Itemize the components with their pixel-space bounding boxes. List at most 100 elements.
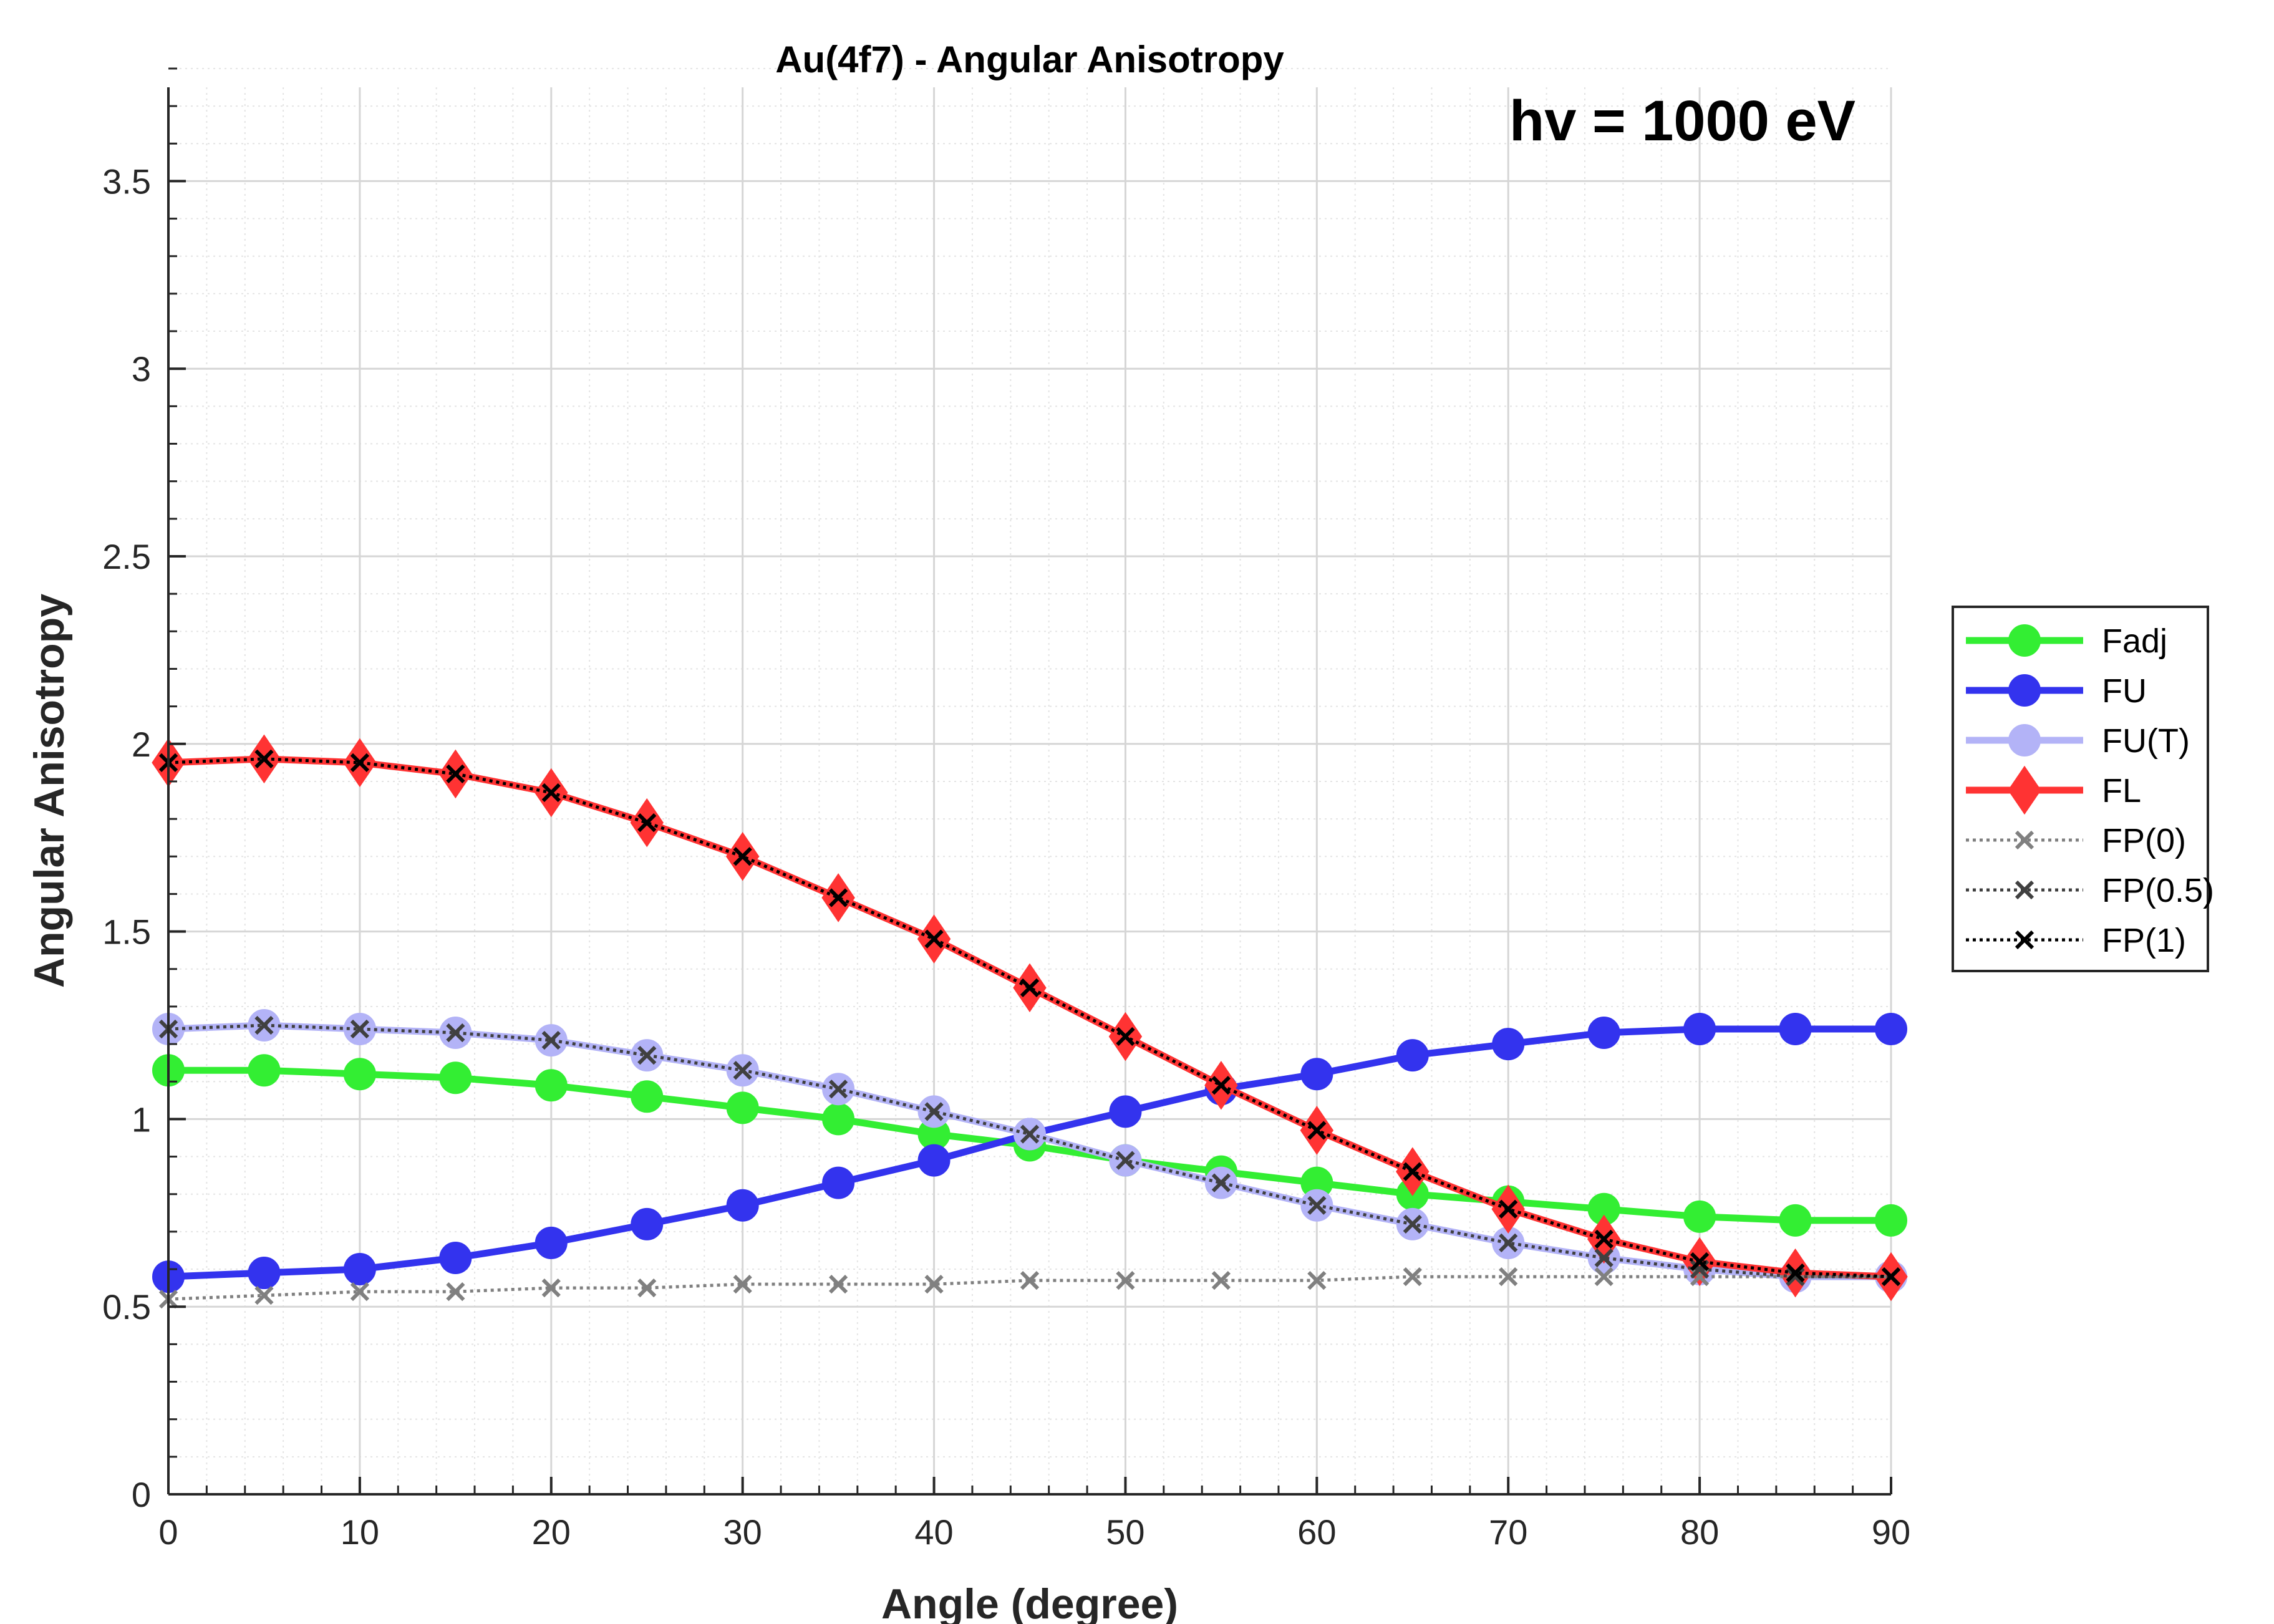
data-point xyxy=(1499,1267,1518,1287)
y-tick-label: 0 xyxy=(132,1475,151,1514)
data-point xyxy=(1875,1013,1907,1046)
data-point xyxy=(1403,1214,1422,1234)
data-point xyxy=(343,1058,376,1091)
data-point xyxy=(1492,1028,1525,1061)
y-tick-label: 2 xyxy=(132,725,151,764)
data-point xyxy=(733,847,752,866)
data-point xyxy=(535,1069,568,1102)
legend-marker xyxy=(2008,724,2041,756)
legend-entry: FU(T) xyxy=(1966,722,2190,760)
y-tick-label: 2.5 xyxy=(102,537,151,576)
x-tick-label: 50 xyxy=(1106,1512,1144,1552)
x-tick-label: 60 xyxy=(1297,1512,1336,1552)
data-point xyxy=(1499,1199,1518,1219)
data-point xyxy=(1211,1076,1231,1095)
data-point xyxy=(1020,1270,1040,1290)
data-point xyxy=(1020,978,1040,997)
data-point xyxy=(1594,1248,1614,1268)
data-point xyxy=(1881,1267,1901,1287)
legend-marker xyxy=(2015,930,2035,950)
data-point xyxy=(446,764,465,784)
data-point xyxy=(446,1282,465,1302)
data-point xyxy=(343,1253,376,1286)
data-point xyxy=(1396,1039,1429,1072)
legend-label: FP(1) xyxy=(2102,922,2186,959)
data-point xyxy=(439,1241,472,1274)
legend-entry: FP(0.5) xyxy=(1966,872,2214,909)
data-point xyxy=(254,1015,274,1035)
data-point xyxy=(828,1274,848,1294)
legend-entry: FU xyxy=(1966,672,2147,710)
series-layer xyxy=(152,734,1908,1309)
data-point xyxy=(637,1046,657,1065)
y-axis-title: Angular Anisotropy xyxy=(26,594,73,988)
data-point xyxy=(726,1189,759,1222)
data-point xyxy=(1307,1196,1327,1215)
y-tick-label: 1.5 xyxy=(102,912,151,952)
data-point xyxy=(1116,1027,1135,1046)
legend-entry: Fadj xyxy=(1966,622,2167,660)
data-point xyxy=(637,1278,657,1298)
data-point xyxy=(726,1091,759,1124)
data-point xyxy=(1403,1267,1422,1287)
data-point xyxy=(924,929,944,949)
chart-title: Au(4f7) - Angular Anisotropy xyxy=(775,39,1284,80)
data-point xyxy=(1300,1058,1333,1091)
y-tick-label: 0.5 xyxy=(102,1287,151,1327)
data-point xyxy=(1116,1270,1135,1290)
energy-annotation: hv = 1000 eV xyxy=(1509,89,1855,153)
legend-label: FP(0) xyxy=(2102,822,2186,859)
data-point xyxy=(541,1278,561,1298)
data-point xyxy=(822,1166,855,1199)
legend-marker xyxy=(2008,765,2041,815)
data-point xyxy=(1499,1233,1518,1253)
data-point xyxy=(254,1286,274,1305)
y-tick-label: 3.5 xyxy=(102,162,151,201)
legend-marker xyxy=(2015,880,2035,900)
legend: Fadj FU FU(T) FL FP(0) FP(0.5) FP(1) xyxy=(1952,606,2214,972)
data-point xyxy=(637,813,657,833)
data-point xyxy=(535,1226,568,1259)
legend-marker xyxy=(2008,674,2041,707)
data-point xyxy=(828,1080,848,1099)
y-tick-label: 3 xyxy=(132,349,151,389)
data-point xyxy=(1594,1267,1614,1287)
series-fp-0-5 xyxy=(158,1015,1901,1287)
legend-label: Fadj xyxy=(2102,622,2167,660)
data-point xyxy=(446,1023,465,1043)
data-point xyxy=(248,1257,281,1290)
data-point xyxy=(541,783,561,803)
legend-marker xyxy=(2015,830,2035,850)
x-axis-title: Angle (degree) xyxy=(881,1580,1178,1624)
legend-entry: FL xyxy=(1966,765,2141,815)
data-point xyxy=(1594,1229,1614,1249)
data-point xyxy=(541,1030,561,1050)
data-point xyxy=(1786,1263,1805,1283)
legend-marker xyxy=(2008,624,2041,657)
data-point xyxy=(1211,1270,1231,1290)
data-point xyxy=(439,1061,472,1095)
x-tick-label: 20 xyxy=(532,1512,571,1552)
data-point xyxy=(631,1080,664,1113)
data-point xyxy=(1587,1017,1620,1050)
data-point xyxy=(1116,1151,1135,1170)
data-point xyxy=(733,1274,752,1294)
data-point xyxy=(1683,1200,1716,1233)
data-point xyxy=(631,1207,664,1240)
plot-area xyxy=(168,87,1891,1494)
data-point xyxy=(1109,1095,1142,1128)
data-point xyxy=(1683,1013,1716,1046)
data-point xyxy=(350,1019,370,1039)
data-point xyxy=(924,1102,944,1121)
data-point xyxy=(924,1274,944,1294)
x-tick-label: 0 xyxy=(158,1512,178,1552)
x-tick-label: 70 xyxy=(1489,1512,1527,1552)
data-point xyxy=(1875,1204,1907,1237)
data-point xyxy=(733,1061,752,1080)
legend-label: FU(T) xyxy=(2102,722,2190,760)
x-tick-label: 10 xyxy=(341,1512,379,1552)
y-ticks: 0 0.5 1 1.5 2 2.5 3 3.5 xyxy=(102,67,186,1514)
data-point xyxy=(828,888,848,907)
x-tick-label: 90 xyxy=(1872,1512,1910,1552)
